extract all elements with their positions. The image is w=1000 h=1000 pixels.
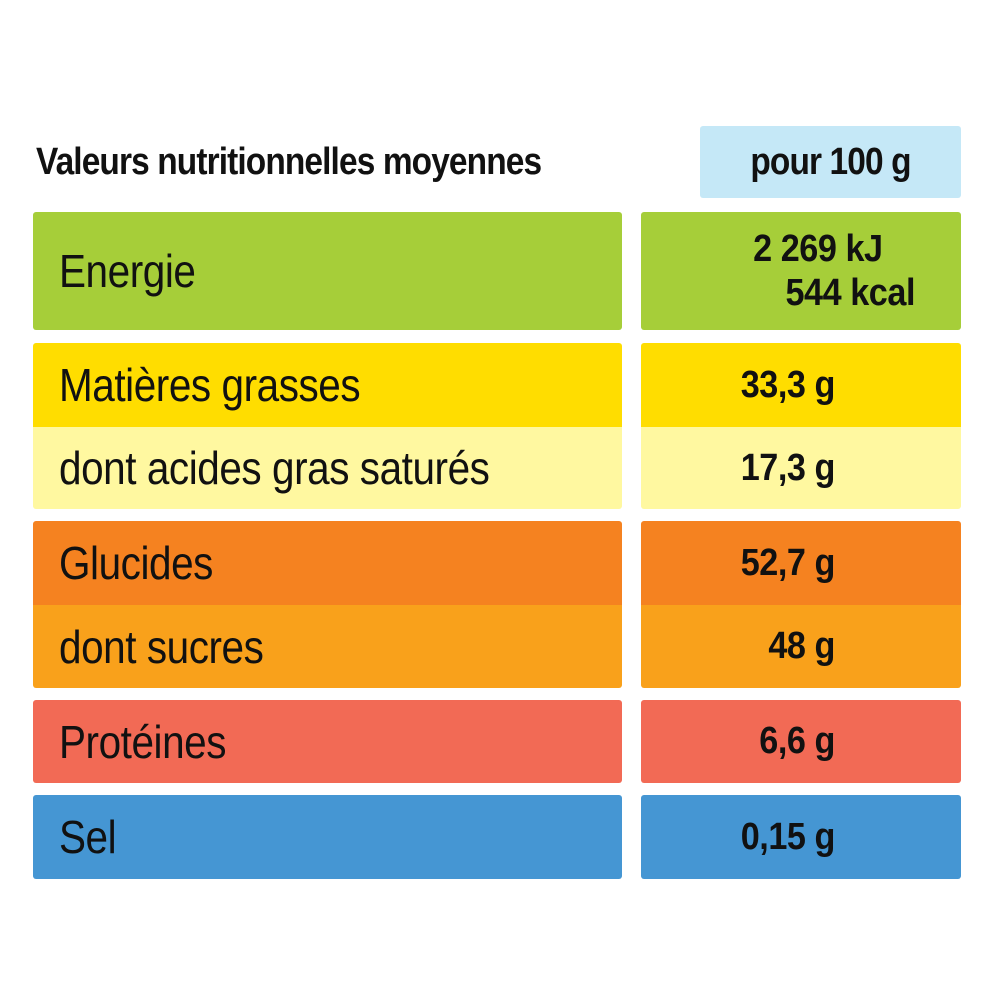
row-proteines-value: 6,6 g <box>759 720 835 762</box>
row-energie-kcal: 544 kcal <box>785 272 915 314</box>
row-energie-label-cell: Energie <box>33 212 622 330</box>
row-energie-value-cell: 2 269 kJ 544 kcal <box>641 212 961 330</box>
row-glucides-value: 52,7 g <box>740 541 836 584</box>
row-glucides-label-cell: Glucides <box>33 521 622 605</box>
row-acides-gras-satures-value-cell: 17,3 g <box>641 427 961 509</box>
row-sucres-label: dont sucres <box>59 620 264 673</box>
table-title: Valeurs nutritionnelles moyennes <box>36 141 542 183</box>
row-energie-kj: 2 269 kJ <box>753 228 883 270</box>
row-sucres-value-cell: 48 g <box>641 605 961 688</box>
row-sucres-label-cell: dont sucres <box>33 605 622 688</box>
row-proteines-label: Protéines <box>59 715 227 768</box>
row-sel-value: 0,15 g <box>740 815 836 858</box>
row-glucides-label: Glucides <box>59 537 213 589</box>
row-sel-value-cell: 0,15 g <box>641 795 961 879</box>
row-matieres-grasses-value-cell: 33,3 g <box>641 343 961 427</box>
row-sucres-value: 48 g <box>768 625 835 667</box>
row-acides-gras-satures-label: dont acides gras saturés <box>59 442 490 494</box>
row-matieres-grasses-label-cell: Matières grasses <box>33 343 622 427</box>
unit-header-badge: pour 100 g <box>700 126 961 198</box>
row-sel-label: Sel <box>59 811 117 863</box>
row-energie-values: 2 269 kJ 544 kcal <box>668 212 915 330</box>
row-acides-gras-satures-label-cell: dont acides gras saturés <box>33 427 622 509</box>
row-matieres-grasses-value: 33,3 g <box>740 363 836 406</box>
row-sel-label-cell: Sel <box>33 795 622 879</box>
row-energie-label: Energie <box>59 245 196 297</box>
row-glucides-value-cell: 52,7 g <box>641 521 961 605</box>
row-acides-gras-satures-value: 17,3 g <box>740 446 836 489</box>
row-matieres-grasses-label: Matières grasses <box>59 359 361 411</box>
unit-header-label: pour 100 g <box>750 141 911 183</box>
row-proteines-label-cell: Protéines <box>33 700 622 783</box>
row-proteines-value-cell: 6,6 g <box>641 700 961 783</box>
